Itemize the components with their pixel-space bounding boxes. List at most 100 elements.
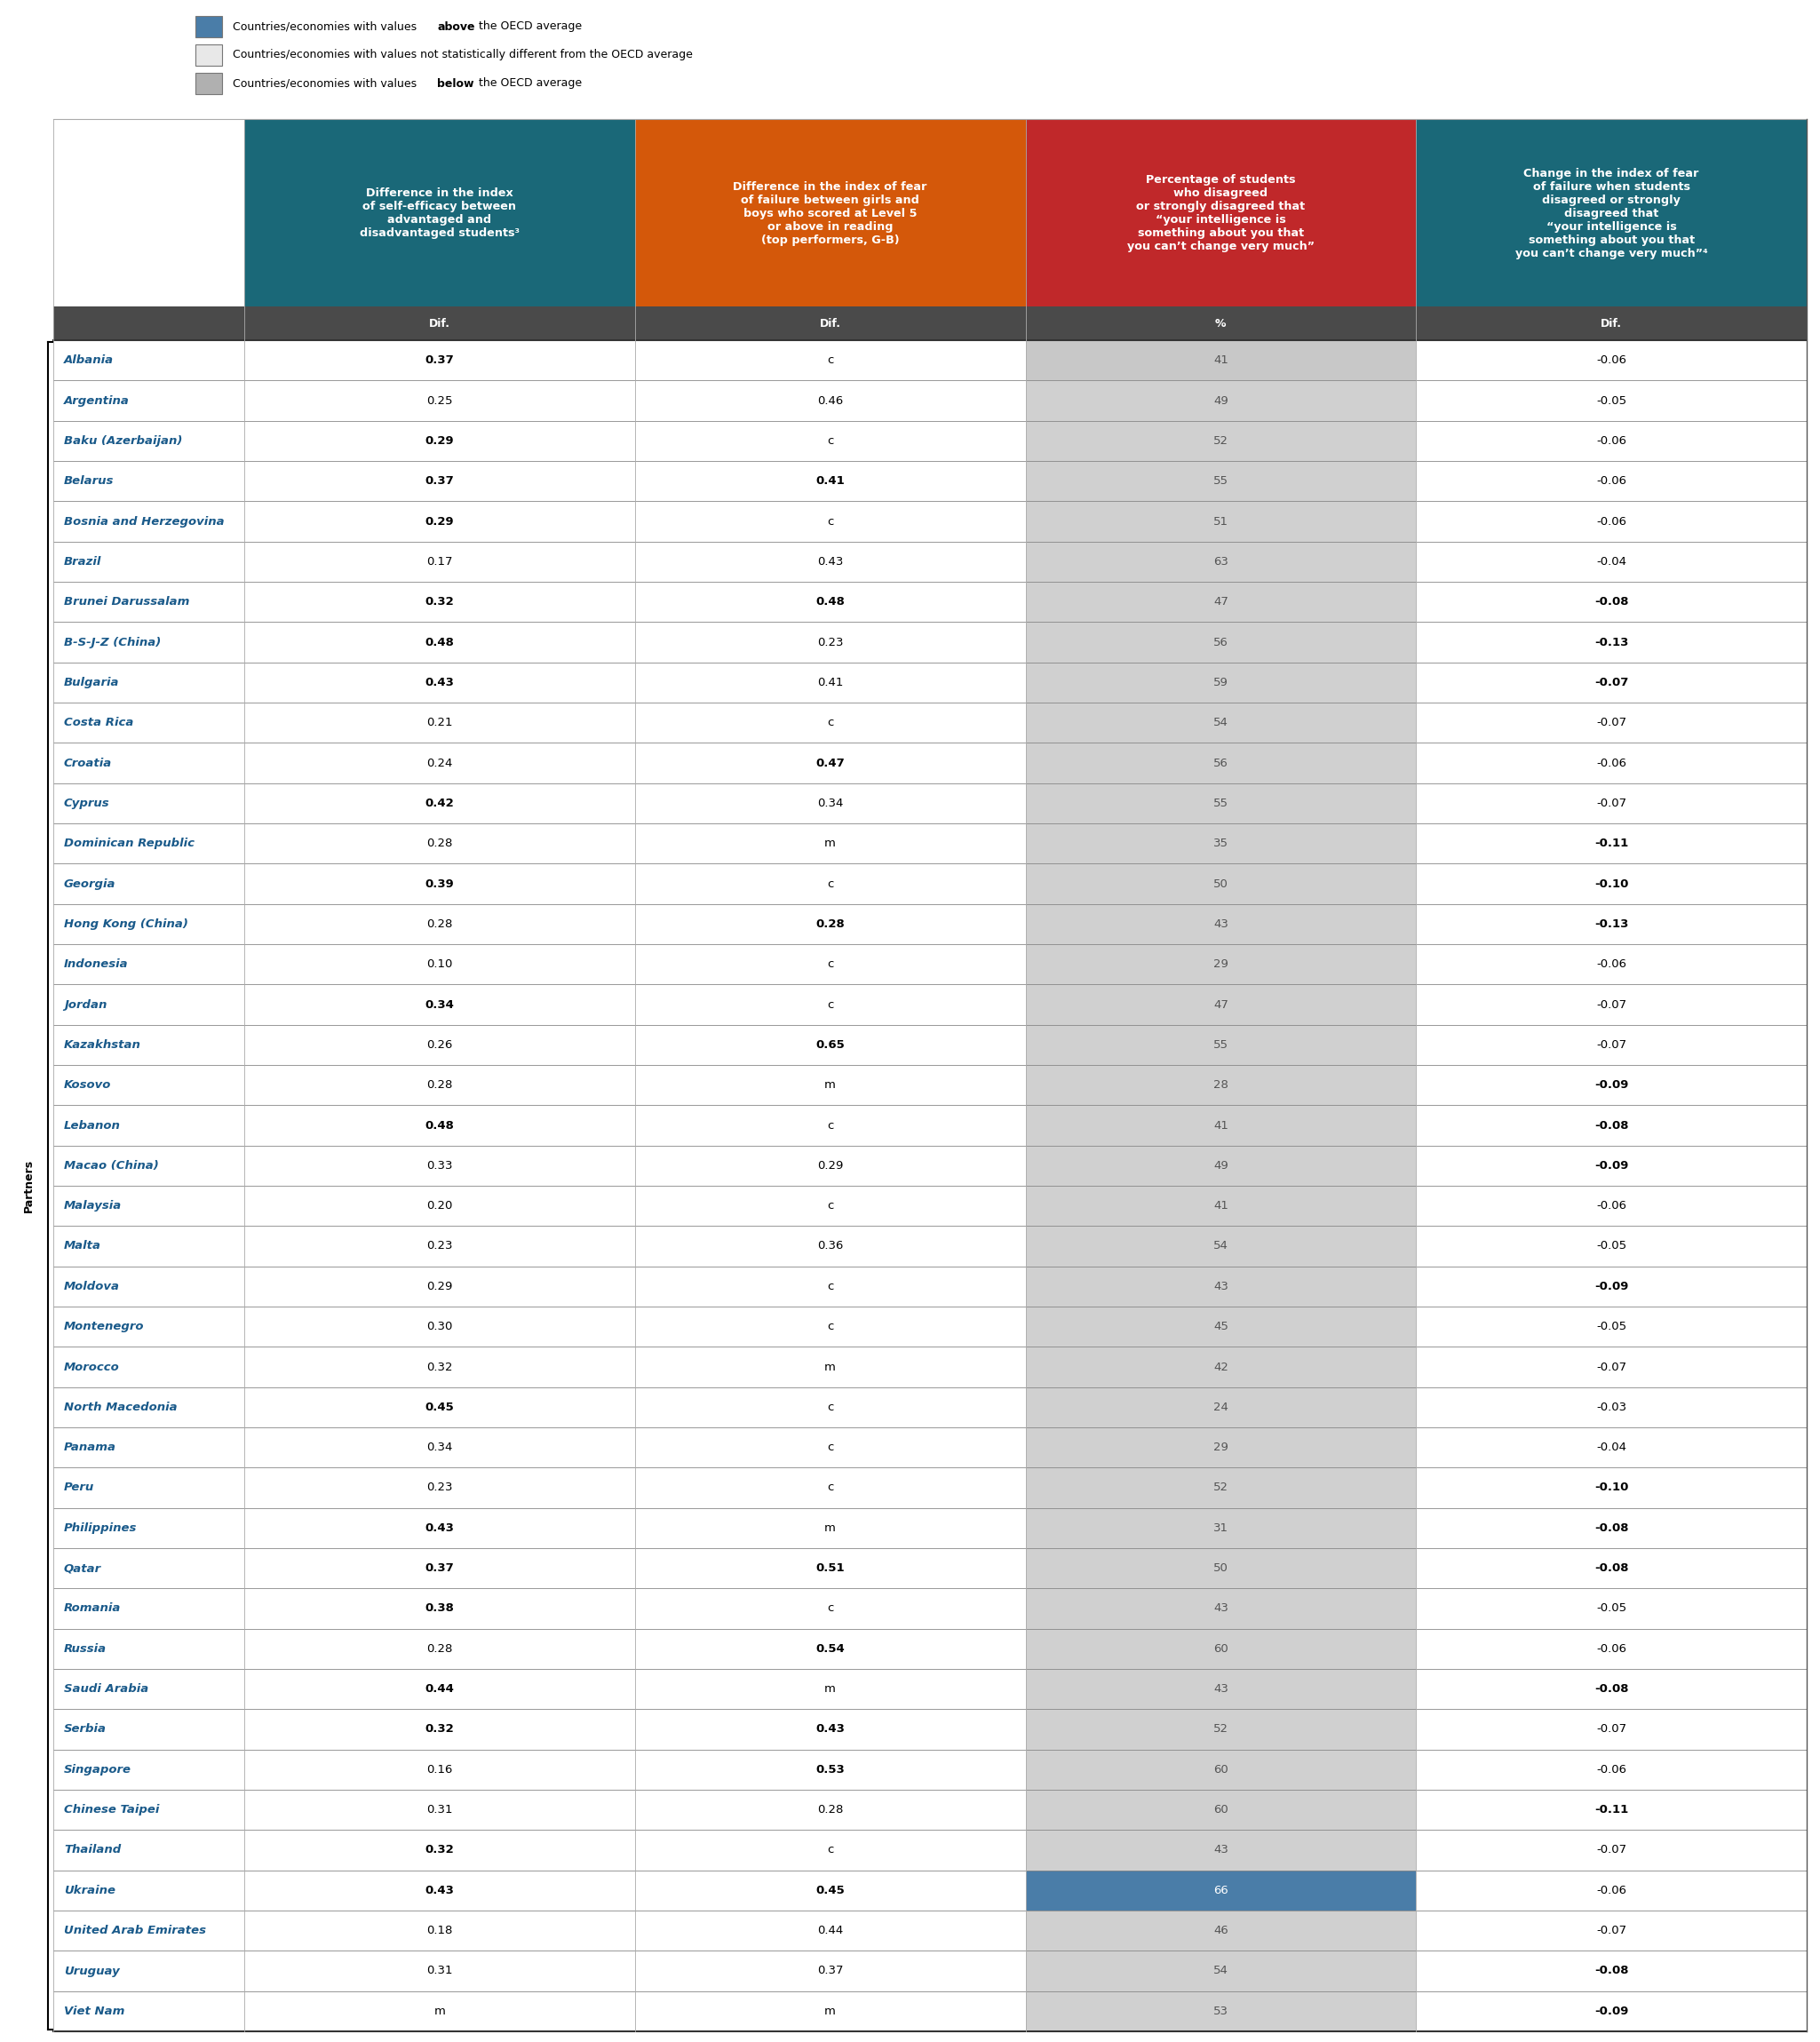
Text: -0.07: -0.07 (1596, 798, 1627, 809)
Text: 51: 51 (1214, 517, 1228, 527)
Text: Romania: Romania (64, 1603, 122, 1615)
Text: 0.43: 0.43 (424, 1885, 455, 1897)
Text: 0.31: 0.31 (426, 1964, 453, 1977)
Text: Georgia: Georgia (64, 878, 116, 890)
Text: 60: 60 (1214, 1764, 1228, 1774)
Text: 55: 55 (1214, 1039, 1228, 1050)
Bar (53, 1870, 1807, 1911)
Text: Uruguay: Uruguay (64, 1964, 120, 1977)
Text: -0.08: -0.08 (1594, 596, 1629, 609)
Bar (1025, 1266, 1416, 1307)
Text: 54: 54 (1214, 1239, 1228, 1252)
Bar (1025, 1589, 1416, 1630)
Text: -0.06: -0.06 (1596, 517, 1627, 527)
Text: -0.07: -0.07 (1596, 999, 1627, 1011)
Bar (53, 1950, 1807, 1991)
Text: 31: 31 (1214, 1521, 1228, 1534)
Text: 0.54: 0.54 (815, 1644, 844, 1654)
Bar (1025, 1668, 1416, 1709)
Bar (53, 1750, 1807, 1789)
Text: 0.30: 0.30 (426, 1321, 453, 1333)
Text: above: above (437, 20, 475, 33)
Text: -0.06: -0.06 (1596, 1764, 1627, 1774)
Text: 0.46: 0.46 (817, 394, 843, 406)
Text: Peru: Peru (64, 1482, 95, 1493)
Bar (1025, 1789, 1416, 1830)
Text: -0.04: -0.04 (1596, 555, 1627, 568)
Text: Malta: Malta (64, 1239, 102, 1252)
Bar (1025, 341, 1416, 380)
Text: Countries/economies with values: Countries/economies with values (233, 78, 420, 90)
Text: c: c (826, 1482, 834, 1493)
Text: 0.43: 0.43 (424, 1521, 455, 1534)
Text: 46: 46 (1214, 1926, 1228, 1936)
Text: -0.08: -0.08 (1594, 1119, 1629, 1131)
Bar (53, 623, 1807, 662)
Text: 0.21: 0.21 (426, 717, 453, 729)
Text: Saudi Arabia: Saudi Arabia (64, 1683, 149, 1695)
Text: -0.05: -0.05 (1596, 1603, 1627, 1615)
Text: Jordan: Jordan (64, 999, 107, 1011)
Text: Ukraine: Ukraine (64, 1885, 115, 1897)
Text: Indonesia: Indonesia (64, 958, 129, 970)
Bar (1025, 784, 1416, 823)
Bar (53, 1225, 1807, 1266)
Text: 0.47: 0.47 (815, 758, 844, 768)
Bar (1025, 905, 1416, 943)
Bar (53, 461, 1807, 500)
Text: -0.08: -0.08 (1594, 1683, 1629, 1695)
Bar (53, 1548, 1807, 1589)
Bar (635, 120, 1025, 306)
Text: 0.34: 0.34 (424, 999, 455, 1011)
Text: c: c (826, 1442, 834, 1454)
Text: Montenegro: Montenegro (64, 1321, 144, 1333)
Text: 0.41: 0.41 (817, 676, 843, 688)
Bar (53, 743, 1807, 784)
Text: 52: 52 (1214, 1723, 1228, 1736)
Text: B-S-J-Z (China): B-S-J-Z (China) (64, 637, 160, 647)
Bar (195, 74, 222, 94)
Bar (53, 1789, 1807, 1830)
Text: North Macedonia: North Macedonia (64, 1401, 177, 1413)
Bar (53, 1066, 1807, 1105)
Text: 0.37: 0.37 (426, 476, 455, 486)
Bar (53, 1387, 1807, 1427)
Text: 49: 49 (1214, 1160, 1228, 1172)
Text: 0.18: 0.18 (426, 1926, 453, 1936)
Text: -0.06: -0.06 (1596, 1885, 1627, 1897)
Text: Lebanon: Lebanon (64, 1119, 120, 1131)
Text: -0.10: -0.10 (1594, 878, 1629, 890)
Text: 0.41: 0.41 (815, 476, 844, 486)
Text: 0.45: 0.45 (426, 1401, 455, 1413)
Text: -0.06: -0.06 (1596, 476, 1627, 486)
Text: Macao (China): Macao (China) (64, 1160, 158, 1172)
Bar (53, 1911, 1807, 1950)
Text: Singapore: Singapore (64, 1764, 131, 1774)
Text: c: c (826, 717, 834, 729)
Text: 0.28: 0.28 (817, 1805, 843, 1815)
Bar (53, 905, 1807, 943)
Text: 0.28: 0.28 (426, 1080, 453, 1090)
Text: m: m (824, 1362, 835, 1372)
Bar (1025, 1025, 1416, 1066)
Text: 54: 54 (1214, 717, 1228, 729)
Text: 0.23: 0.23 (426, 1239, 453, 1252)
Text: Qatar: Qatar (64, 1562, 102, 1574)
Text: 0.43: 0.43 (815, 1723, 844, 1736)
Text: 0.28: 0.28 (426, 919, 453, 929)
Bar (53, 702, 1807, 743)
Text: 0.39: 0.39 (426, 878, 455, 890)
Text: -0.07: -0.07 (1596, 1362, 1627, 1372)
Bar (1025, 1630, 1416, 1668)
Text: 55: 55 (1214, 798, 1228, 809)
Bar (1025, 984, 1416, 1025)
Bar (53, 1105, 1807, 1146)
Text: 0.43: 0.43 (424, 676, 455, 688)
Bar (53, 943, 1807, 984)
Text: 0.10: 0.10 (426, 958, 453, 970)
Text: -0.07: -0.07 (1596, 717, 1627, 729)
Bar (53, 1146, 1807, 1186)
Text: 0.36: 0.36 (817, 1239, 843, 1252)
Text: c: c (826, 1401, 834, 1413)
Bar (1025, 421, 1416, 461)
